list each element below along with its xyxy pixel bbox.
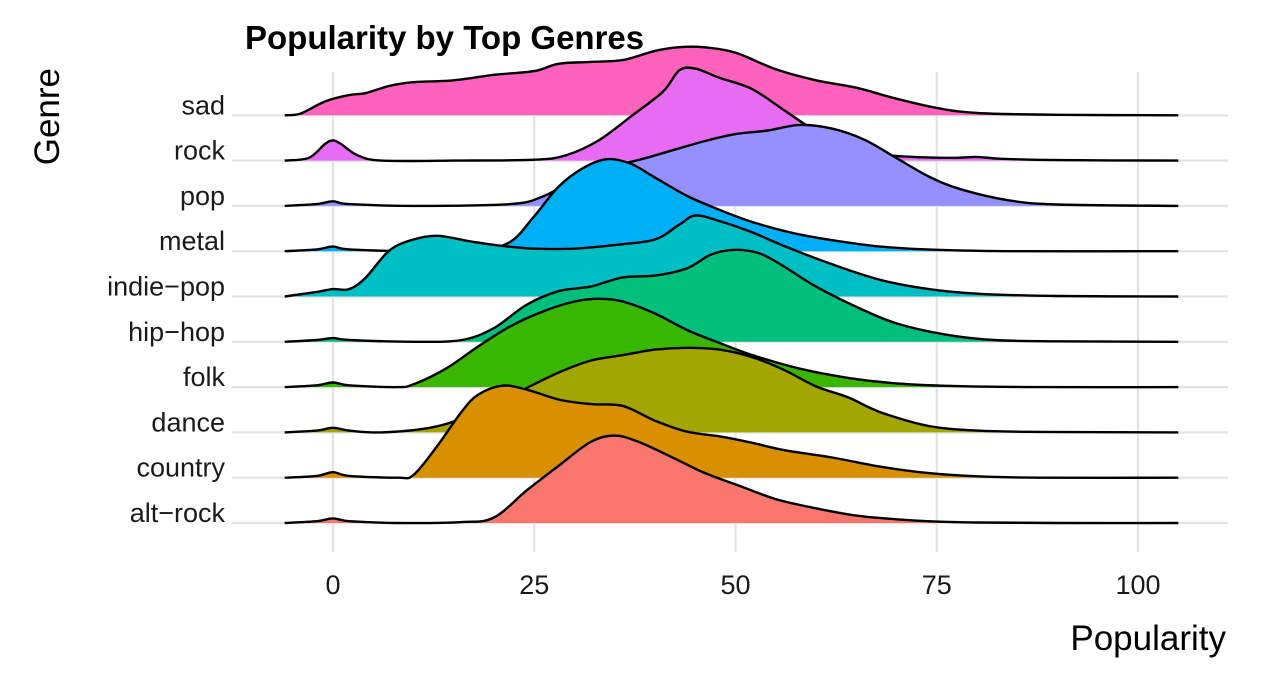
ridge-rock <box>284 66 1179 163</box>
x-axis-tick-labels: 0 25 50 75 100 <box>325 570 1160 600</box>
chart-title: Popularity by Top Genres <box>245 19 644 56</box>
x-tick-label-100: 100 <box>1115 570 1160 600</box>
ridge-outline-hip-hop <box>284 248 1179 344</box>
x-tick-label-0: 0 <box>325 570 340 600</box>
ridge-outline-indie-pop <box>284 214 1179 298</box>
ridge-country <box>284 384 1179 480</box>
genre-label-rock: rock <box>174 136 226 166</box>
genre-label-indie-pop: indie−pop <box>107 272 225 302</box>
ridge-outline-dance <box>284 346 1179 434</box>
genre-label-dance: dance <box>151 407 225 437</box>
ridge-outline-folk <box>284 297 1179 389</box>
ridge-series <box>284 45 1179 525</box>
genre-label-sad: sad <box>181 90 225 120</box>
genre-label-pop: pop <box>180 181 225 211</box>
ridge-folk <box>284 297 1179 389</box>
y-axis-title: Genre <box>28 68 67 165</box>
ridge-outline-country <box>284 384 1179 480</box>
genre-axis-labels: alt−rock country dance folk hip−hop indie−pop… <box>107 90 225 528</box>
genre-label-metal: metal <box>159 226 225 256</box>
ridge-pop <box>284 123 1179 208</box>
ridge-hip-hop <box>284 248 1179 344</box>
ridge-dance <box>284 346 1179 434</box>
ridge-fill-alt-rock <box>284 435 1179 524</box>
ridge-outline-pop <box>284 123 1179 208</box>
ridge-fill-country <box>284 385 1179 479</box>
x-tick-label-75: 75 <box>922 570 952 600</box>
x-tick-label-50: 50 <box>720 570 750 600</box>
genre-label-hip-hop: hip−hop <box>128 317 225 347</box>
ridge-fill-folk <box>284 298 1179 388</box>
ridge-alt-rock <box>284 434 1179 525</box>
ridge-outline-sad <box>284 45 1179 117</box>
ridge-fill-rock <box>284 67 1179 162</box>
genre-label-folk: folk <box>183 362 226 392</box>
genre-label-alt-rock: alt−rock <box>130 498 226 528</box>
ridge-fill-dance <box>284 347 1179 433</box>
ridge-fill-pop <box>284 124 1179 206</box>
ridge-outline-rock <box>284 66 1179 163</box>
x-tick-label-25: 25 <box>519 570 549 600</box>
x-axis-title: Popularity <box>1070 619 1226 658</box>
ridge-outline-metal <box>284 157 1179 253</box>
genre-label-country: country <box>136 453 225 483</box>
ridge-outline-alt-rock <box>284 434 1179 525</box>
